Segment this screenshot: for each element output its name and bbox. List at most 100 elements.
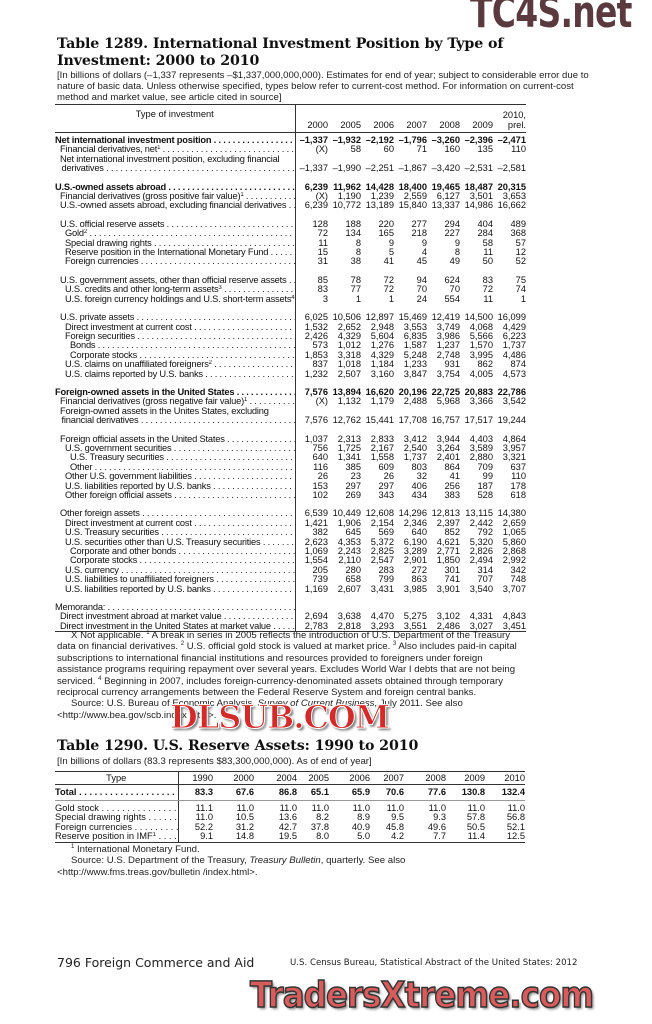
value-cell: –2,251 <box>365 164 394 174</box>
value-cell: 5 <box>388 248 394 258</box>
row-label-text: Special drawing rights <box>55 813 177 822</box>
value-cell: 4 <box>421 248 427 258</box>
group-spacer <box>55 425 526 435</box>
value-cell: 49.6 <box>427 821 446 832</box>
value-cell: 1,169 <box>304 584 328 594</box>
spacer-cell <box>361 304 394 313</box>
value-cell: 40.9 <box>351 821 370 832</box>
value-cell: 573 <box>312 341 328 351</box>
value-cell: 41 <box>449 472 460 482</box>
value-cell: 3,293 <box>370 621 394 631</box>
table-row: Gold2 72 134 165 218 227 284 368 <box>55 229 526 239</box>
table-row: Direct investment in the United States a… <box>55 621 526 632</box>
value-cell: 11.0 <box>236 803 254 813</box>
value-cell: 864 <box>444 462 460 472</box>
row-label-text: Foreign official assets in the United St… <box>60 435 294 444</box>
value-cell: 2,167 <box>370 443 394 453</box>
value-cell: 11 <box>483 248 493 258</box>
table-row: Foreign-owned assets in the United State… <box>55 387 526 398</box>
value-cell <box>394 155 427 164</box>
value-cell <box>328 603 361 612</box>
spacer-cell <box>328 211 361 220</box>
value-cell: 2,507 <box>337 369 361 379</box>
value-cell: 4,005 <box>469 369 493 379</box>
row-label-text: Other foreign official assets <box>65 491 294 500</box>
row-label: financial derivatives <box>55 416 296 426</box>
value-cell: 3,366 <box>469 397 493 407</box>
value-cell: (X) <box>315 192 328 202</box>
value-cell: 640 <box>312 453 328 463</box>
value-cell: 50.5 <box>466 821 485 832</box>
value-cell: 20,315 <box>497 182 526 192</box>
value-cell: 3,995 <box>469 350 493 360</box>
spacer-cell <box>55 500 296 510</box>
row-label-text: U.S. credits and other long-term assets3 <box>65 285 294 294</box>
row-label-text: Memoranda: <box>55 603 294 612</box>
row-label: Other foreign official assets <box>55 491 296 501</box>
row-label-text: Foreign currencies <box>65 257 294 266</box>
value-cell: –1,867 <box>398 164 427 174</box>
column-header-2000: 2000 <box>295 104 328 133</box>
spacer-cell <box>55 210 296 220</box>
row-label-text: U.S.-owned assets abroad, excluding fina… <box>60 201 294 210</box>
value-cell: 383 <box>444 491 460 500</box>
value-cell: 11,962 <box>333 182 361 192</box>
row-label-text: Direct investment in the United States a… <box>60 622 294 631</box>
footnote-marker: 3 <box>392 641 397 648</box>
value-cell: 75 <box>515 275 526 285</box>
value-cell: 6,025 <box>304 313 328 323</box>
value-cell: 1,184 <box>370 360 394 370</box>
value-cell: 8.0 <box>316 831 329 842</box>
value-cell: 294 <box>444 219 460 229</box>
row-label-text: U.S. official reserve assets <box>60 220 294 229</box>
value-cell: 178 <box>510 481 526 491</box>
value-cell: 160 <box>444 145 460 155</box>
table-row: Foreign currencies 52.2 31.2 42.7 37.8 40.9 45… <box>55 821 525 833</box>
table-1290: Type 1990 2000 2004 2005 2006 2007 2008 2009 201… <box>55 771 525 843</box>
table-1290-header-row: Type 1990 2000 2004 2005 2006 2007 2008 2009 201… <box>55 771 525 785</box>
spacer-cell <box>427 174 460 183</box>
value-cell: 4,353 <box>337 537 361 547</box>
row-label-text: Gold2 <box>65 229 294 238</box>
value-cell: 297 <box>378 481 394 491</box>
spacer-cell <box>427 500 460 509</box>
value-cell: 10,449 <box>332 509 361 519</box>
spacer-cell <box>427 379 460 388</box>
row-label-text: U.S. government assets, other than offic… <box>60 276 294 285</box>
value-cell: 60 <box>383 145 394 155</box>
value-cell: 16,662 <box>497 201 526 211</box>
value-cell: 707 <box>477 575 493 585</box>
spacer-cell <box>361 500 394 509</box>
value-cell: 38 <box>350 257 361 267</box>
value-cell: 2,346 <box>403 518 427 528</box>
group-spacer <box>55 594 526 604</box>
value-cell: 1,532 <box>304 322 328 332</box>
table-row: Gold stock 11.1 11.0 11.0 11.0 11.0 11.0 11.0 11… <box>55 800 525 814</box>
value-cell: 11.0 <box>311 803 329 813</box>
footnote-marker: 1 <box>240 192 244 199</box>
row-label-text: Net international investment position, e… <box>60 154 280 164</box>
spacer-cell <box>493 304 526 313</box>
footnote-marker: 1 <box>152 832 156 839</box>
value-cell: 434 <box>411 491 427 500</box>
spacer-cell <box>295 594 328 603</box>
column-header-2006: 2006 <box>329 771 370 785</box>
value-cell: 2,397 <box>436 518 460 528</box>
value-cell <box>427 407 460 416</box>
value-cell: 9.3 <box>433 812 446 823</box>
value-cell: 67.6 <box>213 784 254 801</box>
table-row: U.S. official reserve assets 128 188 220 277… <box>55 219 526 230</box>
row-label: U.S. credits and other long-term assets3 <box>55 285 296 295</box>
value-cell: 554 <box>444 294 460 304</box>
value-cell: 863 <box>411 575 427 585</box>
value-cell <box>361 155 394 164</box>
value-cell: 2,748 <box>436 350 460 360</box>
table-1290-body: Total83.367.686.865.165.970.677.6130.813… <box>55 784 525 843</box>
value-cell <box>427 603 460 612</box>
value-cell: 15,840 <box>398 201 427 211</box>
value-cell: 2,486 <box>436 621 460 631</box>
value-cell: 3,431 <box>370 584 394 594</box>
value-cell: –2,581 <box>497 164 526 174</box>
table-row: U.S. liabilities reported by U.S. banks 1… <box>55 584 526 595</box>
value-cell: 1,069 <box>304 547 328 557</box>
